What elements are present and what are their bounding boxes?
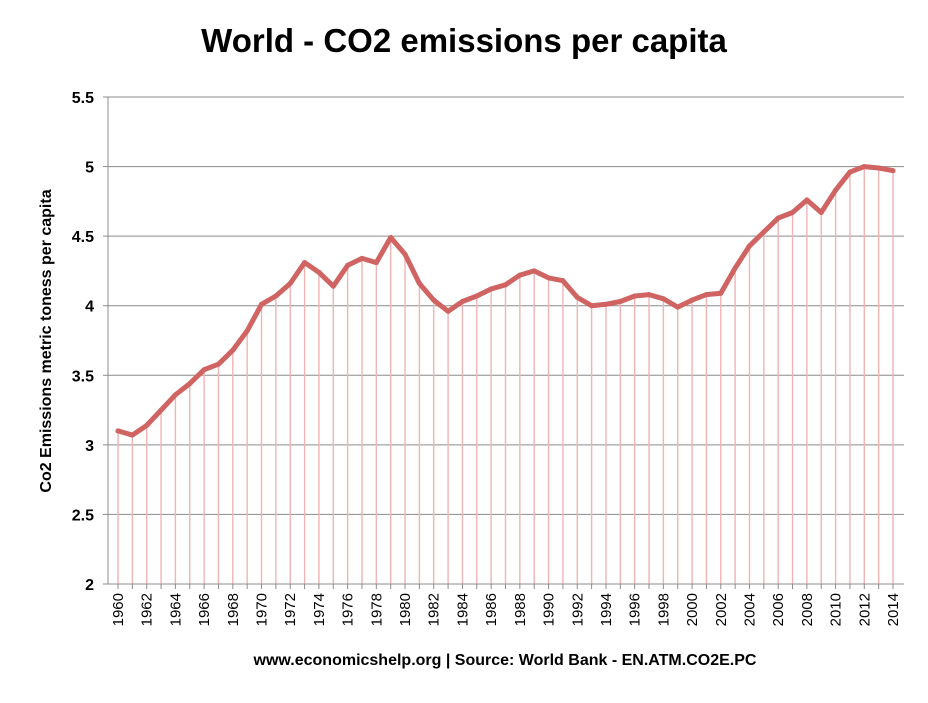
data-point bbox=[330, 283, 336, 289]
data-point bbox=[646, 292, 652, 298]
x-tick-label: 1990 bbox=[541, 593, 558, 626]
data-point bbox=[416, 280, 422, 286]
data-point bbox=[560, 278, 566, 284]
x-tick-label: 1966 bbox=[196, 593, 213, 626]
data-point bbox=[459, 299, 465, 305]
x-tick-label: 1960 bbox=[110, 593, 127, 626]
x-tick-label: 2012 bbox=[856, 593, 873, 626]
y-tick-label: 4.5 bbox=[72, 229, 94, 246]
data-point bbox=[617, 299, 623, 305]
data-point bbox=[129, 432, 135, 438]
x-tick-label: 1978 bbox=[368, 593, 385, 626]
data-point bbox=[316, 269, 322, 275]
x-tick-label: 1964 bbox=[167, 593, 184, 626]
x-tick-label: 1994 bbox=[598, 593, 615, 626]
y-tick-label: 3 bbox=[85, 438, 94, 455]
x-tick-label: 1976 bbox=[340, 593, 357, 626]
data-point bbox=[302, 260, 308, 266]
data-point bbox=[531, 268, 537, 274]
data-point bbox=[847, 169, 853, 175]
data-point bbox=[761, 229, 767, 235]
data-point bbox=[790, 209, 796, 215]
data-point bbox=[703, 292, 709, 298]
data-point bbox=[287, 280, 293, 286]
data-point bbox=[503, 282, 508, 288]
data-point bbox=[775, 215, 781, 221]
y-tick-label: 4 bbox=[85, 299, 94, 316]
y-tick-label: 2.5 bbox=[72, 507, 94, 524]
data-point bbox=[718, 290, 724, 296]
chart-title: World - CO2 emissions per capita bbox=[201, 22, 727, 59]
data-point bbox=[402, 251, 408, 257]
x-tick-label: 2008 bbox=[799, 593, 816, 626]
x-tick-label: 2006 bbox=[770, 593, 787, 626]
data-point bbox=[215, 361, 221, 367]
x-tick-label: 1988 bbox=[512, 593, 529, 626]
data-point bbox=[660, 296, 666, 302]
data-point bbox=[144, 422, 150, 428]
data-point bbox=[244, 328, 250, 334]
x-tick-label: 1970 bbox=[254, 593, 271, 626]
x-tick-label: 1980 bbox=[397, 593, 414, 626]
y-tick-label: 5.5 bbox=[72, 90, 94, 107]
x-tick-label: 1986 bbox=[483, 593, 500, 626]
data-point bbox=[746, 243, 752, 249]
data-point bbox=[876, 165, 882, 171]
data-point bbox=[187, 381, 193, 387]
data-point bbox=[158, 407, 164, 413]
data-point bbox=[890, 168, 896, 174]
y-tick-label: 5 bbox=[85, 160, 94, 177]
data-point bbox=[517, 272, 523, 278]
data-point bbox=[201, 367, 207, 373]
x-tick-label: 2000 bbox=[684, 593, 701, 626]
data-point bbox=[675, 304, 681, 310]
data-point bbox=[359, 255, 365, 261]
data-point bbox=[804, 197, 810, 203]
data-point bbox=[230, 347, 236, 353]
data-point bbox=[474, 293, 480, 299]
data-point bbox=[273, 293, 279, 299]
data-point bbox=[689, 297, 695, 303]
y-tick-label: 2 bbox=[85, 577, 94, 594]
data-point bbox=[574, 294, 580, 300]
x-tick-label: 1984 bbox=[454, 593, 471, 626]
data-point bbox=[373, 260, 379, 266]
data-point bbox=[115, 428, 121, 434]
data-point bbox=[818, 209, 824, 215]
data-point bbox=[589, 303, 595, 309]
x-tick-label: 2002 bbox=[713, 593, 730, 626]
x-tick-label: 2010 bbox=[828, 593, 845, 626]
data-point bbox=[632, 293, 638, 299]
x-tick-label: 1962 bbox=[139, 593, 156, 626]
x-tick-label: 1996 bbox=[627, 593, 644, 626]
data-point bbox=[732, 265, 738, 271]
data-point bbox=[546, 275, 552, 281]
data-point bbox=[861, 164, 867, 170]
data-point bbox=[603, 301, 609, 307]
x-tick-label: 1982 bbox=[426, 593, 443, 626]
data-point bbox=[431, 297, 437, 303]
data-point bbox=[259, 301, 265, 307]
y-tick-label: 3.5 bbox=[72, 368, 94, 385]
data-point bbox=[833, 187, 839, 193]
data-point bbox=[388, 235, 394, 241]
data-point bbox=[488, 286, 494, 292]
data-point bbox=[172, 392, 178, 398]
data-point bbox=[345, 262, 351, 268]
x-tick-label: 1998 bbox=[655, 593, 672, 626]
x-tick-label: 1972 bbox=[282, 593, 299, 626]
x-tick-label: 1968 bbox=[225, 593, 242, 626]
x-tick-label: 2004 bbox=[741, 593, 758, 626]
x-tick-label: 1974 bbox=[311, 593, 328, 626]
source-note: www.economicshelp.org | Source: World Ba… bbox=[253, 652, 757, 669]
x-tick-label: 2014 bbox=[885, 593, 902, 626]
data-point bbox=[445, 308, 451, 314]
x-tick-label: 1992 bbox=[569, 593, 586, 626]
